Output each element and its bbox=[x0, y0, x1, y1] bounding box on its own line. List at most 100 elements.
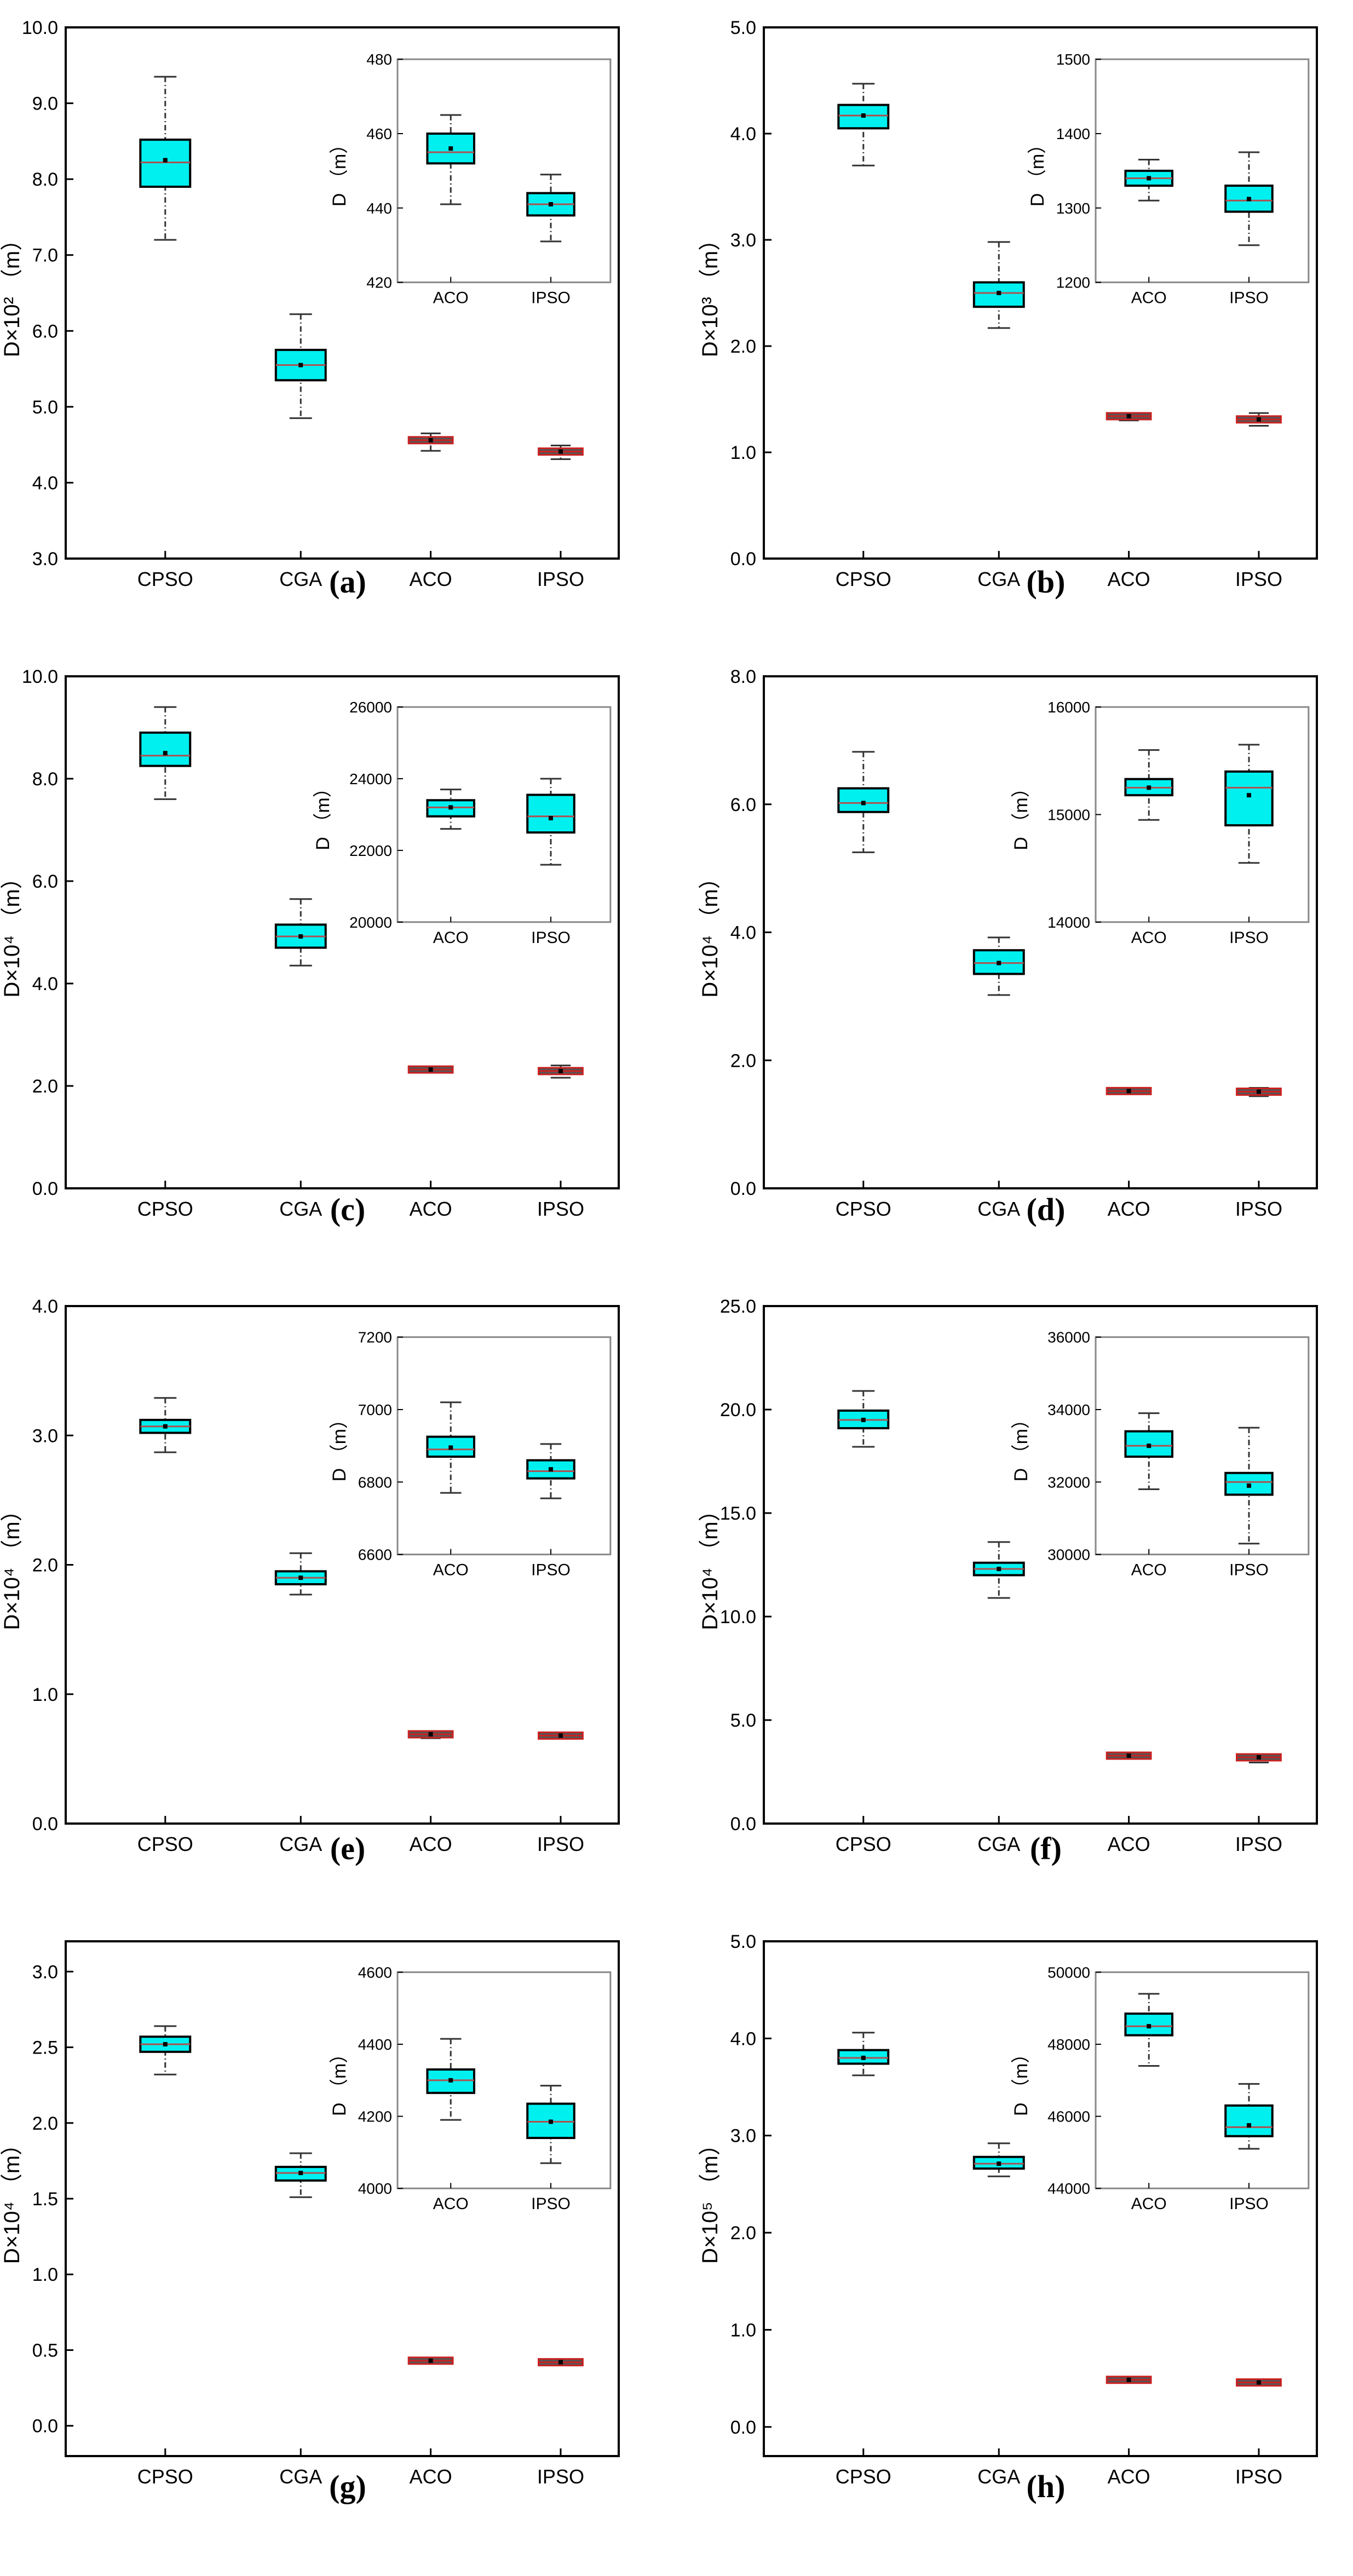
y-tick-label-3-1: 2.0 bbox=[730, 1050, 756, 1071]
inset-y-tick-label-1-3: 1500 bbox=[1056, 51, 1090, 68]
x-tick-label-6-1: CGA bbox=[279, 2465, 322, 2488]
y-tick-label-0-6: 9.0 bbox=[32, 94, 58, 114]
inset-6-mean-0 bbox=[448, 2078, 453, 2083]
inset-y-tick-label-2-0: 20000 bbox=[349, 914, 392, 931]
y-tick-label-0-3: 6.0 bbox=[32, 321, 58, 342]
x-tick-label-7-2: ACO bbox=[1108, 2465, 1150, 2488]
inset-y-tick-label-3-0: 14000 bbox=[1047, 914, 1090, 931]
main-small-4-box-0 bbox=[407, 1730, 454, 1739]
y-tick-label-6-1: 0.5 bbox=[32, 2340, 58, 2361]
inset-4-box-0 bbox=[426, 1401, 475, 1494]
y-tick-label-3-2: 4.0 bbox=[730, 923, 756, 944]
y-tick-label-2-0: 0.0 bbox=[32, 1178, 58, 1199]
x-tick-label-1-2: ACO bbox=[1108, 568, 1150, 590]
y-axis-label-3: D×10⁴ （m） bbox=[698, 867, 722, 997]
main-7-mean-1 bbox=[997, 2161, 1001, 2166]
y-tick-label-4-2: 2.0 bbox=[32, 1555, 58, 1576]
inset-y-axis-label-6: D （m） bbox=[329, 2045, 350, 2116]
inset-1-box-1 bbox=[1224, 151, 1274, 246]
inset-x-tick-label-2-0: ACO bbox=[433, 929, 469, 947]
y-tick-label-2-4: 8.0 bbox=[32, 769, 58, 790]
inset-x-tick-label-5-1: IPSO bbox=[1229, 1561, 1269, 1579]
main-0-box-0 bbox=[139, 76, 192, 241]
y-axis-label-6: D×10⁴ （m） bbox=[0, 2134, 24, 2264]
main-small-2-box-0 bbox=[407, 1065, 454, 1074]
panel-tag-5: (f) bbox=[1030, 1831, 1062, 1866]
main-axes-frame-1 bbox=[763, 26, 1318, 560]
y-tick-label-6-2: 1.0 bbox=[32, 2264, 58, 2285]
panel-tag-3: (d) bbox=[1027, 1192, 1066, 1227]
x-tick-label-7-1: CGA bbox=[977, 2465, 1020, 2488]
inset-y-tick-label-6-3: 4600 bbox=[358, 1964, 392, 1981]
main-small-6-box-0 bbox=[407, 2356, 454, 2365]
main-small-5-box-0 bbox=[1106, 1751, 1152, 1760]
main-2-box-body-0 bbox=[139, 731, 192, 767]
inset-y-axis-label-4: D （m） bbox=[329, 1410, 350, 1481]
inset-7-box-1 bbox=[1224, 2083, 1274, 2150]
inset-y-tick-label-7-2: 48000 bbox=[1047, 2036, 1090, 2053]
main-6-mean-1 bbox=[298, 2171, 303, 2175]
main-axes-frame-2 bbox=[65, 675, 620, 1189]
main-small-0-mean-1 bbox=[558, 449, 563, 454]
main-small-1-mean-0 bbox=[1126, 414, 1131, 419]
panel-4: 0.0 1.0 2.0 3.0 4.0 D×10⁴ （m） CPSO CGA ACO IPSO (e… bbox=[0, 1296, 620, 1866]
main-small-7-box-1 bbox=[1236, 2378, 1282, 2387]
main-small-2-box-1 bbox=[538, 1065, 584, 1079]
inset-1-box-0 bbox=[1124, 159, 1173, 202]
inset-y-tick-label-0-3: 480 bbox=[366, 51, 392, 68]
inset-x-tick-label-7-1: IPSO bbox=[1229, 2195, 1269, 2213]
y-tick-label-5-3: 15.0 bbox=[720, 1503, 756, 1524]
inset-3-box-body-1 bbox=[1224, 770, 1274, 827]
inset-x-tick-label-0-1: IPSO bbox=[531, 289, 571, 307]
x-tick-label-0-2: ACO bbox=[410, 568, 452, 590]
main-3-mean-1 bbox=[997, 961, 1001, 965]
main-small-4-mean-1 bbox=[558, 1733, 563, 1738]
inset-y-axis-label-2: D （m） bbox=[313, 779, 333, 850]
inset-5: 30000 32000 34000 36000 D （m） ACO IPSO bbox=[1011, 1329, 1310, 1579]
main-small-3-box-1 bbox=[1236, 1087, 1282, 1097]
panel-0: 3.0 4.0 5.0 6.0 7.0 8.0 9.0 10.0 D×10² （m） CPSO CG… bbox=[0, 18, 620, 600]
main-7-box-1 bbox=[972, 2142, 1025, 2177]
inset-4-mean-0 bbox=[448, 1445, 453, 1450]
inset-3: 14000 15000 16000 D （m） ACO IPSO bbox=[1011, 699, 1310, 947]
inset-4: 6600 6800 7000 7200 D （m） ACO IPSO bbox=[329, 1329, 612, 1579]
inset-x-tick-label-5-0: ACO bbox=[1131, 1561, 1167, 1579]
y-tick-label-1-1: 1.0 bbox=[730, 442, 756, 463]
inset-y-tick-label-4-0: 6600 bbox=[358, 1546, 392, 1563]
y-tick-label-0-1: 4.0 bbox=[32, 473, 58, 493]
main-small-4-mean-0 bbox=[428, 1732, 433, 1737]
x-tick-label-2-0: CPSO bbox=[137, 1198, 193, 1220]
main-1-mean-1 bbox=[997, 291, 1001, 295]
y-tick-label-6-4: 2.0 bbox=[32, 2113, 58, 2134]
y-tick-label-7-3: 3.0 bbox=[730, 2126, 756, 2147]
inset-5-mean-1 bbox=[1246, 1483, 1251, 1488]
main-1-box-1 bbox=[972, 241, 1025, 329]
main-3-mean-0 bbox=[861, 801, 866, 806]
y-tick-label-0-7: 10.0 bbox=[22, 18, 58, 38]
x-tick-label-4-3: IPSO bbox=[537, 1833, 584, 1855]
y-tick-label-7-2: 2.0 bbox=[730, 2223, 756, 2244]
main-5-box-1 bbox=[972, 1541, 1025, 1599]
inset-6-box-0 bbox=[426, 2038, 475, 2121]
y-tick-label-1-5: 5.0 bbox=[730, 18, 756, 38]
main-7-mean-0 bbox=[861, 2055, 866, 2060]
y-axis-label-0: D×10² （m） bbox=[0, 229, 24, 358]
main-small-1-box-1 bbox=[1236, 412, 1282, 427]
inset-y-tick-label-2-2: 24000 bbox=[349, 771, 392, 787]
main-small-7-mean-1 bbox=[1256, 2380, 1261, 2385]
panel-tag-4: (e) bbox=[330, 1831, 365, 1866]
x-tick-label-0-3: IPSO bbox=[537, 568, 584, 590]
main-4-mean-0 bbox=[163, 1424, 168, 1429]
inset-y-tick-label-4-3: 7200 bbox=[358, 1329, 392, 1346]
inset-6: 4000 4200 4400 4600 D （m） ACO IPSO bbox=[329, 1964, 612, 2213]
main-4-mean-1 bbox=[298, 1576, 303, 1580]
y-axis-label-7: D×10⁵ （m） bbox=[698, 2134, 722, 2264]
inset-0: 420 440 460 480 D （m） ACO IPSO bbox=[329, 51, 612, 307]
inset-y-tick-label-1-2: 1400 bbox=[1056, 125, 1090, 142]
x-tick-label-6-0: CPSO bbox=[137, 2465, 193, 2488]
inset-x-tick-label-4-0: ACO bbox=[433, 1561, 469, 1579]
inset-2-box-1 bbox=[526, 778, 575, 866]
inset-y-tick-label-1-0: 1200 bbox=[1056, 274, 1090, 291]
main-small-5-box-1 bbox=[1236, 1753, 1282, 1763]
inset-y-tick-label-6-1: 4200 bbox=[358, 2108, 392, 2125]
